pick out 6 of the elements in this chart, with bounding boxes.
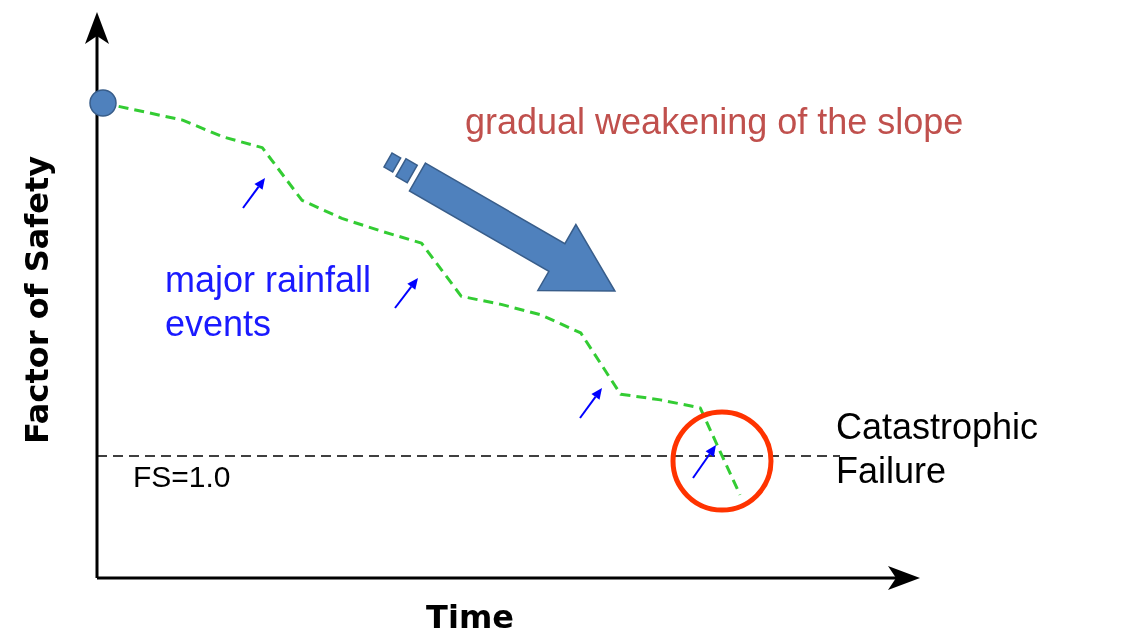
- annotation: FS=1.0: [133, 459, 232, 495]
- annotation: major rainfall events: [165, 258, 373, 346]
- x-axis-title: Time: [426, 598, 514, 636]
- text: Catastrophic Failure: [836, 405, 1040, 493]
- annotation: gradual weakening of the slope: [465, 100, 965, 144]
- y-axis-title: Factor of Safety: [18, 155, 56, 445]
